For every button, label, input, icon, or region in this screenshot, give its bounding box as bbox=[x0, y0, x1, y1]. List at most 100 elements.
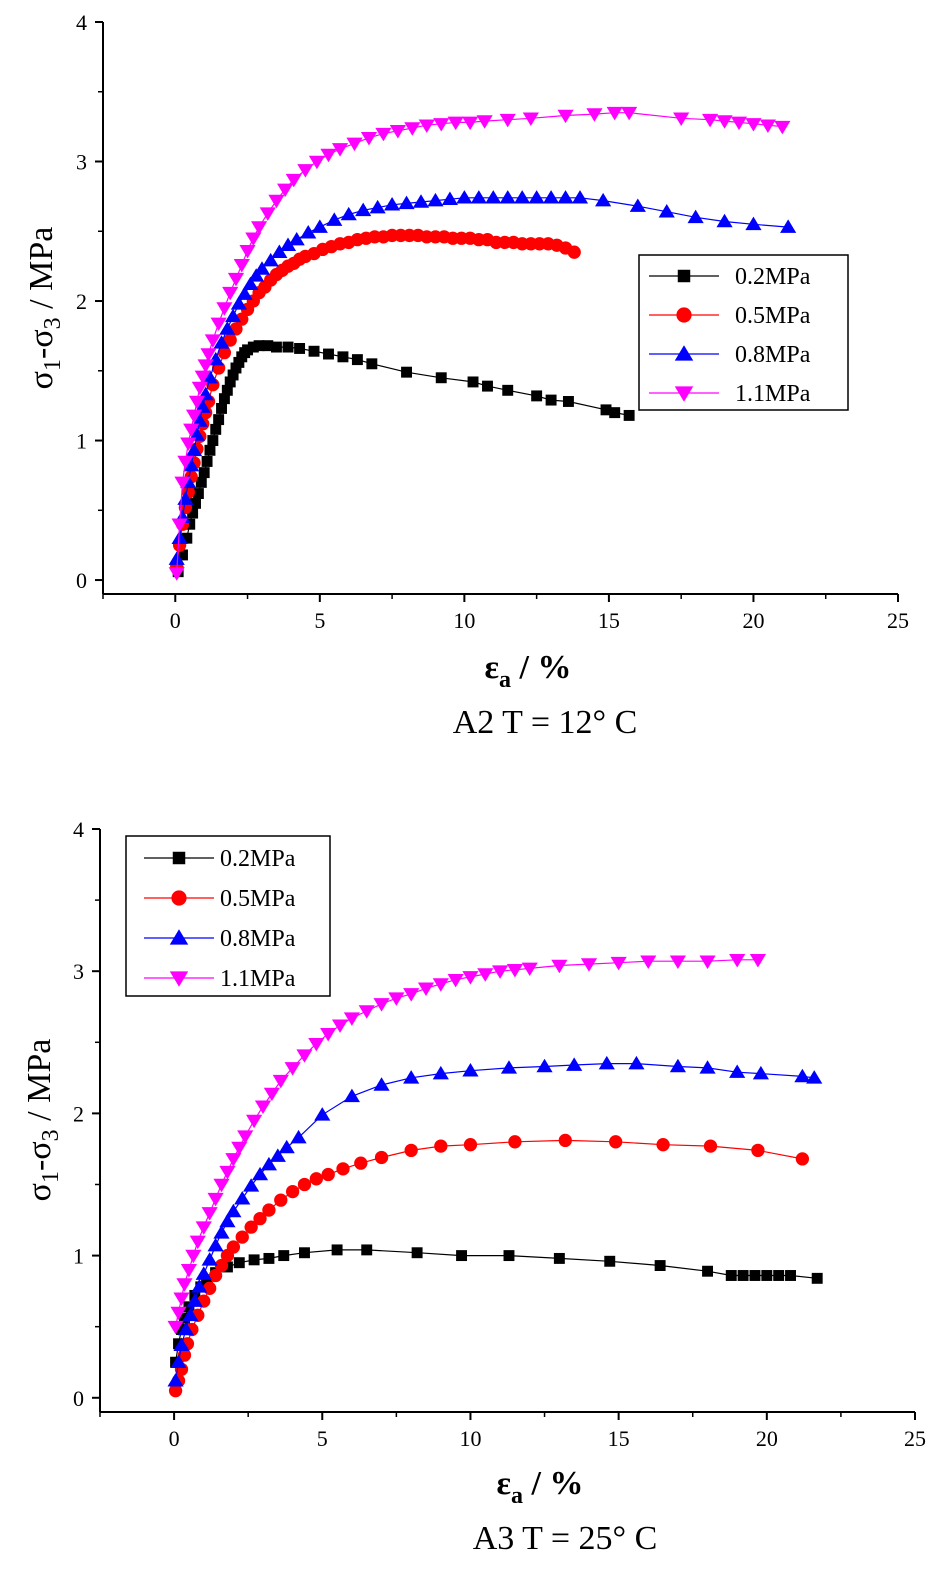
y-label-part: / MPa bbox=[23, 227, 60, 318]
marker-triangle-down bbox=[373, 998, 390, 1012]
marker-square bbox=[785, 1270, 796, 1281]
marker-triangle-up bbox=[207, 1237, 224, 1252]
marker-triangle-down bbox=[621, 106, 638, 121]
marker-circle bbox=[336, 1162, 350, 1176]
marker-triangle-up bbox=[191, 1279, 208, 1293]
marker-triangle-up bbox=[499, 190, 516, 204]
x-tick-label: 10 bbox=[453, 608, 475, 633]
marker-triangle-up bbox=[462, 1063, 479, 1077]
marker-square bbox=[531, 390, 543, 402]
marker-triangle-down bbox=[219, 1165, 236, 1180]
marker-circle bbox=[434, 1139, 448, 1153]
marker-circle bbox=[558, 1133, 572, 1148]
marker-triangle-down bbox=[194, 370, 211, 385]
marker-triangle-up bbox=[456, 190, 473, 204]
marker-square bbox=[181, 532, 193, 544]
x-tick-label: 15 bbox=[598, 608, 620, 633]
marker-triangle-down bbox=[259, 207, 276, 221]
marker-square bbox=[725, 1270, 737, 1281]
x-label-rest: / % bbox=[523, 1465, 583, 1502]
marker-triangle-up bbox=[290, 1129, 307, 1144]
y-label-subscript: 3 bbox=[38, 1129, 64, 1141]
marker-triangle-up bbox=[674, 345, 694, 361]
marker-square bbox=[604, 1255, 616, 1267]
marker-triangle-up bbox=[432, 1065, 449, 1080]
marker-triangle-down bbox=[673, 112, 690, 126]
marker-circle bbox=[321, 1167, 335, 1182]
marker-circle bbox=[404, 1143, 418, 1158]
marker-triangle-down bbox=[499, 113, 516, 128]
y-tick-label: 2 bbox=[76, 289, 87, 314]
marker-circle bbox=[177, 1348, 192, 1362]
marker-circle bbox=[463, 1138, 478, 1152]
marker-triangle-down bbox=[506, 963, 523, 978]
marker-triangle-up bbox=[171, 530, 188, 544]
marker-triangle-up bbox=[269, 1148, 286, 1162]
marker-square bbox=[361, 1244, 373, 1256]
marker-triangle-down bbox=[167, 1320, 184, 1335]
marker-triangle-up bbox=[412, 194, 430, 208]
y-label-part: / MPa bbox=[21, 1039, 58, 1130]
marker-square bbox=[545, 394, 557, 406]
y-tick-label: 3 bbox=[73, 959, 84, 984]
marker-triangle-up bbox=[441, 191, 458, 205]
marker-square bbox=[299, 1247, 310, 1259]
marker-square bbox=[253, 340, 265, 352]
marker-triangle-down bbox=[640, 955, 657, 969]
marker-triangle-up bbox=[242, 276, 259, 291]
marker-triangle-down bbox=[227, 272, 245, 287]
marker-triangle-down bbox=[521, 962, 538, 977]
marker-triangle-down bbox=[774, 120, 791, 135]
x-tick-label: 5 bbox=[314, 608, 325, 633]
marker-triangle-up bbox=[629, 198, 646, 212]
marker-circle bbox=[214, 1258, 229, 1273]
marker-triangle-up bbox=[260, 1156, 278, 1171]
marker-triangle-down bbox=[432, 978, 449, 992]
marker-circle bbox=[354, 1156, 368, 1170]
legend-label: 1.1MPa bbox=[735, 381, 811, 407]
marker-triangle-up bbox=[186, 1293, 203, 1307]
marker-circle bbox=[374, 1150, 389, 1165]
marker-square bbox=[278, 1250, 290, 1262]
marker-triangle-down bbox=[557, 109, 574, 124]
marker-triangle-down bbox=[320, 148, 337, 163]
marker-triangle-down bbox=[477, 968, 494, 982]
marker-triangle-up bbox=[343, 1088, 360, 1103]
marker-triangle-down bbox=[729, 954, 746, 968]
marker-circle bbox=[609, 1135, 623, 1149]
marker-triangle-down bbox=[360, 132, 378, 146]
marker-triangle-up bbox=[213, 1225, 230, 1239]
marker-square bbox=[737, 1270, 749, 1281]
marker-triangle-down bbox=[346, 137, 363, 152]
legend: 0.2MPa 0.5MPa 0.8MPa 1.1MPa bbox=[125, 835, 331, 997]
series-1.1MPa bbox=[168, 106, 791, 581]
marker-triangle-down bbox=[251, 221, 268, 235]
marker-square bbox=[761, 1270, 773, 1281]
marker-circle bbox=[751, 1143, 765, 1158]
legend-label: 0.5MPa bbox=[220, 886, 296, 912]
marker-square bbox=[600, 404, 612, 416]
marker-triangle-down bbox=[189, 1235, 206, 1250]
marker-square bbox=[308, 345, 320, 357]
marker-triangle-down bbox=[492, 965, 509, 979]
marker-circle bbox=[297, 1177, 312, 1192]
marker-triangle-down bbox=[216, 302, 233, 316]
series-0.8MPa bbox=[167, 1055, 823, 1387]
marker-square bbox=[337, 351, 349, 363]
marker-triangle-up bbox=[543, 190, 560, 204]
marker-circle bbox=[703, 1139, 718, 1153]
marker-triangle-down bbox=[201, 1207, 218, 1221]
marker-triangle-up bbox=[326, 212, 343, 226]
marker-triangle-down bbox=[389, 125, 406, 139]
marker-triangle-down bbox=[320, 1027, 337, 1042]
marker-triangle-up bbox=[253, 261, 271, 275]
marker-triangle-up bbox=[236, 286, 253, 300]
x-tick-label: 5 bbox=[317, 1426, 328, 1451]
series-0.2MPa bbox=[172, 340, 635, 578]
x-label-main: ε bbox=[485, 649, 500, 686]
legend: 0.2MPa 0.5MPa 0.8MPa 1.1MPa bbox=[638, 254, 849, 411]
marker-triangle-up bbox=[806, 1070, 823, 1084]
marker-circle bbox=[235, 312, 249, 326]
marker-square bbox=[401, 366, 413, 378]
